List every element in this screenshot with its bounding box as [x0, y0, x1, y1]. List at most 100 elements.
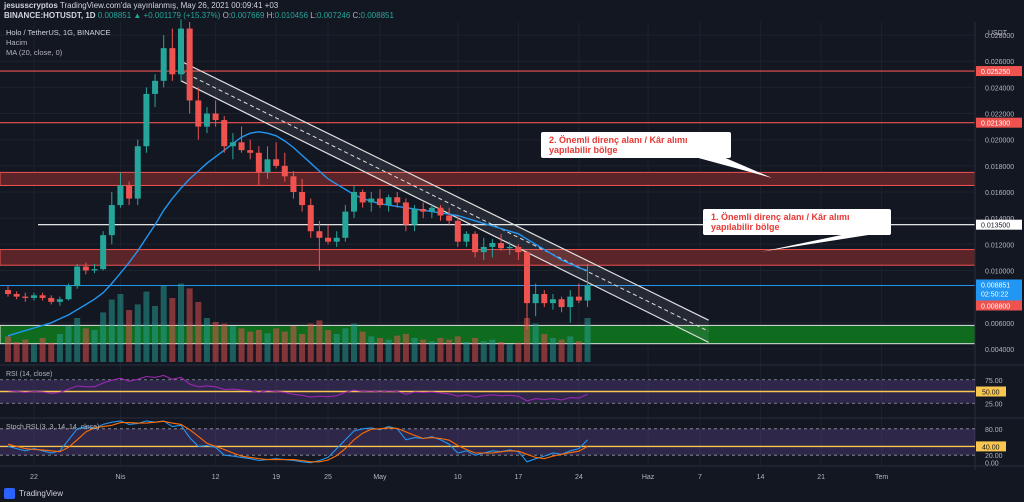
rsi-label: RSI (14, close) [6, 371, 52, 378]
currency-label: USDT [988, 30, 1008, 37]
candle-body [351, 192, 357, 212]
candle-body [134, 146, 141, 199]
volume-bar [264, 333, 271, 362]
volume-bar [134, 304, 141, 362]
price-label-countdown: 02:50:22 [981, 291, 1008, 298]
volume-bar [74, 318, 81, 362]
candle-body [307, 205, 314, 232]
price-label-last: 0.008851 [981, 282, 1010, 289]
callout-2-line1: 2. Önemli direnç alanı / Kâr alımı [549, 135, 688, 145]
price-tick: 0.010000 [985, 268, 1014, 275]
candle-body [178, 28, 184, 75]
price-ticks: 0.028000 0.026000 0.024000 0.022000 0.020000… [985, 33, 1014, 354]
candle-body [48, 297, 55, 302]
candle-body [420, 209, 427, 212]
time-tick: 19 [272, 474, 280, 481]
callout-1-pointer [760, 233, 881, 252]
price-label-low: 0.008800 [981, 303, 1010, 310]
volume-bar [420, 339, 427, 362]
candle-body [143, 93, 150, 147]
stoch-k-line [7, 420, 588, 464]
candles [5, 19, 591, 330]
stoch-rsi-pane[interactable]: 80.00 20.000.00 40.00 [0, 420, 1006, 468]
price-change: ▲ +0.001179 (+15.37%) [133, 11, 221, 20]
low-label: L: [310, 11, 317, 20]
volume-bar [30, 344, 37, 362]
volume-bar [117, 294, 124, 362]
high-value: 0.010456 [274, 11, 309, 20]
resistance-zone [0, 249, 976, 266]
volume-bar [549, 338, 556, 362]
candle-body [264, 159, 271, 173]
candle-body [532, 294, 539, 304]
volume-bar [91, 330, 98, 362]
volume-bar [402, 334, 409, 362]
stoch-tick: 0.00 [985, 461, 999, 468]
volume-bar [480, 341, 487, 362]
candle-body [152, 80, 159, 94]
volume-bar [428, 341, 435, 362]
candle-body [39, 295, 46, 298]
header-bar: jesusscryptos TradingView.com'da yayınla… [0, 0, 975, 22]
rsi-line [7, 374, 588, 402]
volume-bar [281, 331, 288, 362]
candle-body [428, 207, 435, 212]
candle-body [126, 185, 133, 199]
rsi-pane[interactable]: 75.00 25.00 50.00 [0, 374, 1006, 409]
volume-bar [152, 306, 159, 362]
stoch-label: Stoch RSI (3, 3, 14, 14, close) [6, 424, 99, 431]
resistance-zone [0, 171, 976, 186]
volume-bar [385, 339, 392, 362]
candle-body [91, 269, 98, 271]
volume-bar [541, 334, 548, 362]
channel-fill [181, 61, 709, 343]
open-label: O: [222, 11, 232, 20]
rsi-level-label: 50.00 [982, 390, 1000, 397]
callouts[interactable]: 2. Önemli direnç alanı / Kâr alımıyapıla… [541, 132, 891, 252]
volume-bar [255, 330, 262, 362]
candle-body [299, 192, 306, 206]
ticker-label: BINANCE:HOTUSDT, 1D [4, 11, 96, 20]
stoch-level-bg [976, 441, 1006, 452]
stoch-level-label: 40.00 [982, 444, 1000, 451]
volume-bar [247, 331, 254, 362]
author-name[interactable]: jesusscryptos [4, 1, 58, 10]
volume-bar [411, 338, 418, 362]
price-label-resistance-2: 0.021300 [981, 121, 1010, 128]
close-value: 0.008851 [360, 11, 394, 20]
brand-name: TradingView [19, 489, 64, 498]
volume-bar [22, 339, 29, 362]
volume-bar [5, 336, 11, 362]
volume-bar [524, 318, 530, 362]
price-label-low-bg [976, 300, 1022, 311]
stoch-tick: 80.00 [985, 427, 1003, 434]
price-tick: 0.020000 [985, 138, 1014, 145]
candle-body [108, 205, 115, 236]
candle-body [506, 246, 513, 249]
volume-bar [221, 323, 228, 362]
price-label-resistance-2-bg [976, 117, 1022, 128]
candle-body [584, 284, 591, 301]
candle-body [273, 159, 280, 166]
candle-body [117, 185, 124, 206]
candle-body [394, 197, 401, 203]
callout-1-box [703, 209, 891, 235]
candle-body [524, 252, 530, 304]
descending-channel[interactable] [180, 60, 709, 343]
callout-2-pointer [691, 156, 772, 178]
volume-bar [325, 330, 332, 362]
stoch-tick: 20.00 [985, 453, 1003, 460]
candle-body [160, 48, 167, 81]
candle-body [376, 198, 383, 206]
volume-bar [489, 339, 496, 362]
price-tick: 0.004000 [985, 347, 1014, 354]
stoch-d-line [7, 420, 588, 463]
candle-body [203, 113, 210, 127]
volume-bar [108, 299, 115, 362]
candle-body [316, 231, 323, 238]
brand-footer[interactable]: TradingView [0, 486, 140, 502]
price-tick: 0.014000 [985, 216, 1014, 223]
candle-body [229, 142, 236, 147]
volume-bar [394, 335, 401, 362]
